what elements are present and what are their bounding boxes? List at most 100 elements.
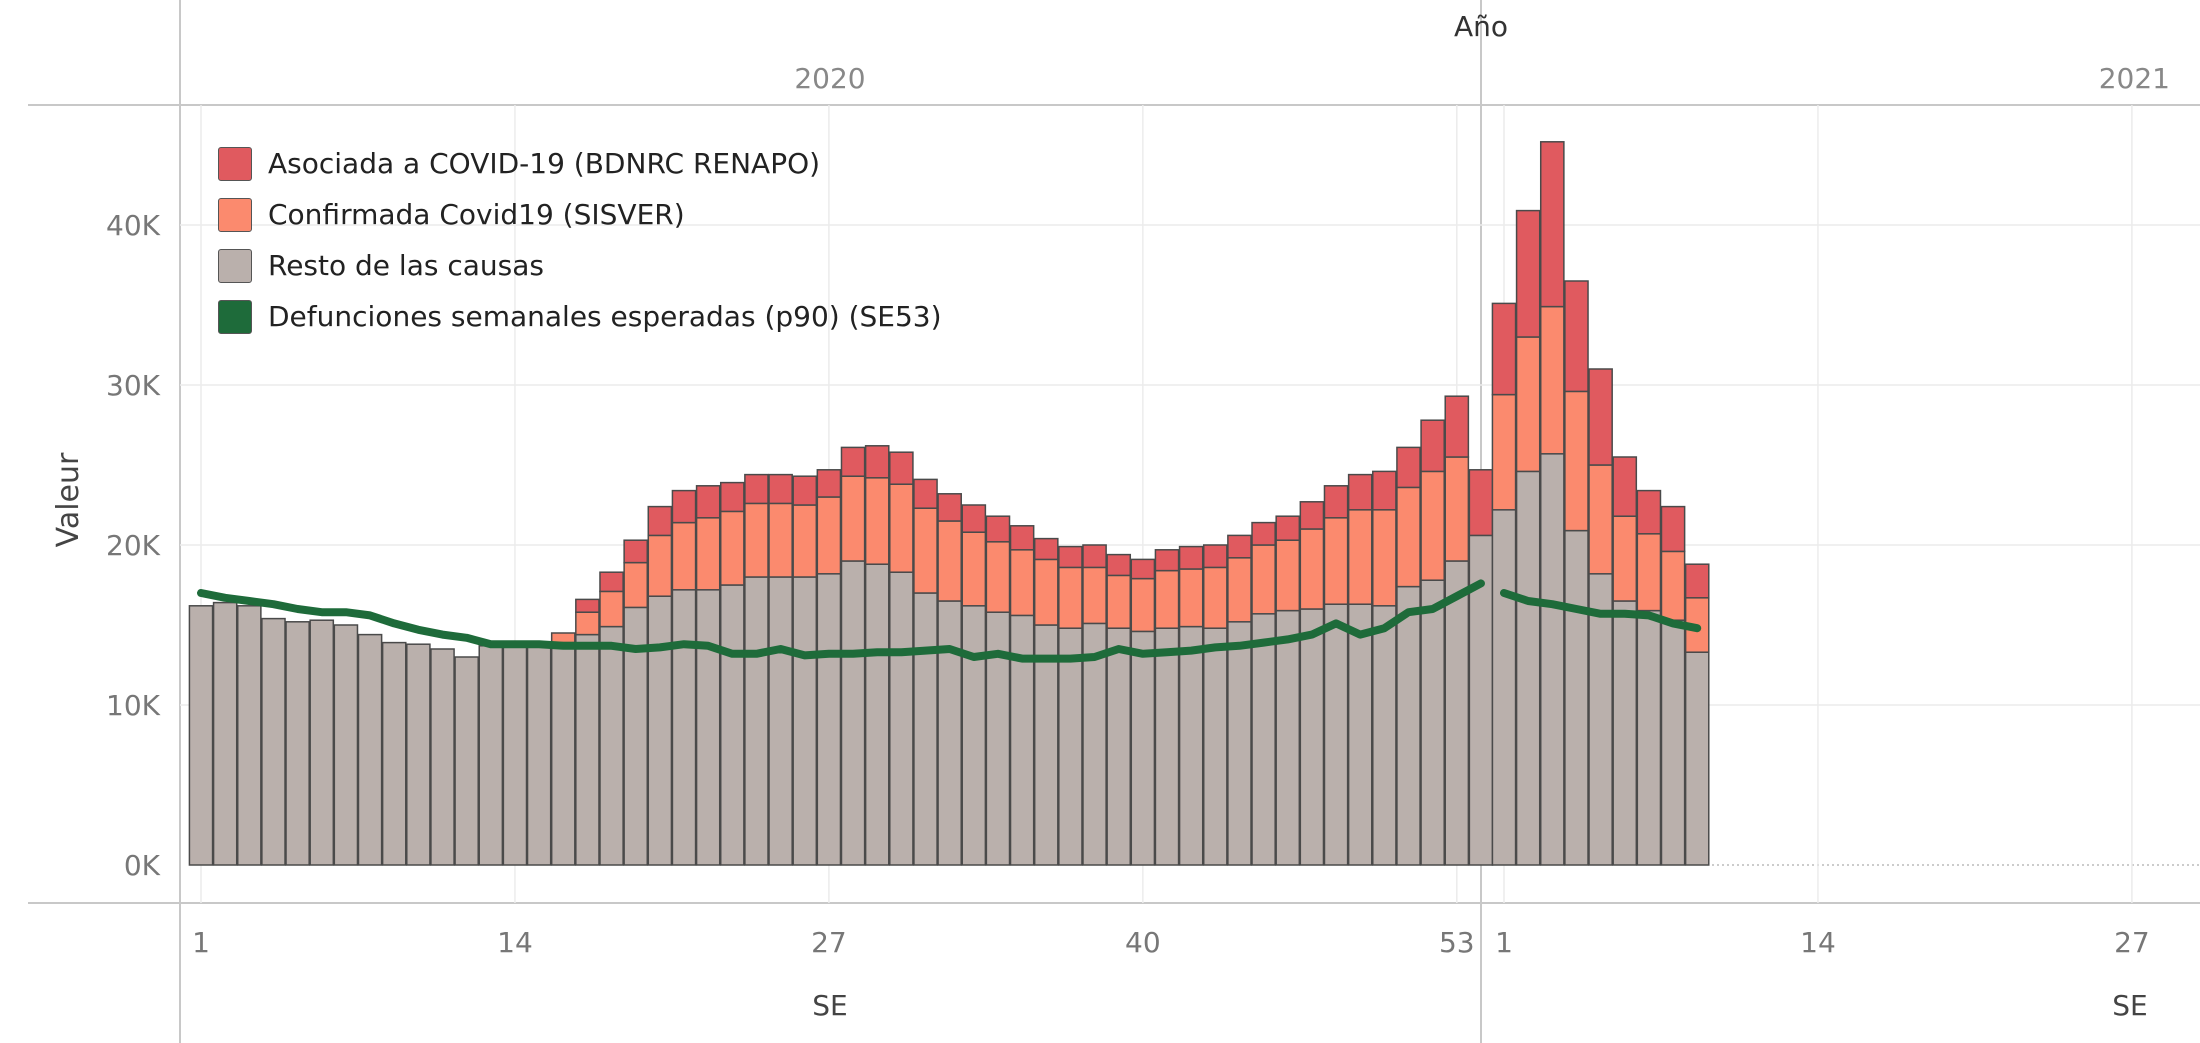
bar-segment-confirmed [744,502,769,578]
bar-segment-associated [1202,544,1228,569]
chart-frame [28,0,2200,1043]
bar-segment-confirmed [792,504,818,578]
bar-segment-confirmed [550,632,576,644]
x-tick-label: 1 [192,926,210,959]
labels: 0K 10K 20K 30K 40K 1 14 27 40 53 2020 SE 1 14 27 2021 SE… [51,10,2170,1022]
bar-segment-associated [961,504,987,533]
bar-segment-confirmed [719,510,745,586]
bar-segment-confirmed [864,477,890,565]
legend-item-expected[interactable]: Defunciones semanales esperadas (p90) (S… [218,291,942,342]
bar-segment-associated [1636,489,1662,535]
column-header: Año [1454,10,1508,43]
bar-segment-confirmed [985,541,1011,613]
bar-segment-rest [671,589,697,866]
bar-segment-rest [1275,609,1301,866]
legend-item-associated[interactable]: Asociada a COVID-19 (BDNRC RENAPO) [218,138,942,189]
bar-segment-rest [1058,627,1083,866]
bar-segment-rest [961,605,987,866]
legend-label: Asociada a COVID-19 (BDNRC RENAPO) [268,147,821,180]
bar-segment-rest [1251,613,1276,866]
bar-segment-rest [1323,603,1349,866]
bar-segment-rest [768,576,793,866]
bar-segment-associated [623,539,649,564]
bar-segment-rest [1154,627,1180,866]
bar-segment-confirmed [1396,486,1421,588]
bar-segment-associated [913,478,938,509]
bar-segment-confirmed [1444,456,1470,562]
bar-segment-confirmed [1178,568,1204,628]
legend-label: Resto de las causas [268,249,544,282]
bar-segment-confirmed [1636,533,1662,612]
y-tick-label: 0K [124,849,161,882]
bar-segment-confirmed [1227,557,1252,623]
bar-segment-rest [550,641,576,866]
bar-segment-rest [406,643,431,866]
year-header: 2020 [794,62,865,95]
bar-segment-confirmed [695,517,721,591]
bar-segment-rest [1491,509,1517,866]
bar-segment-confirmed [647,534,673,597]
legend-swatch [218,248,252,283]
legend-label: Defunciones semanales esperadas (p90) (S… [268,300,942,333]
bar-segment-confirmed [840,475,866,562]
bar-segment-associated [1612,456,1638,517]
x-axis-label: SE [2112,989,2147,1022]
bar-segment-associated [671,489,697,524]
bar-segment-rest [430,648,455,866]
bar-segment-rest [333,624,359,866]
bar-segment-associated [1468,469,1494,537]
bar-segment-associated [1323,485,1349,519]
bar-segment-confirmed [1251,544,1276,615]
bar-segment-associated [575,598,600,613]
y-tick-label: 40K [106,209,161,242]
bar-segment-associated [1420,419,1445,473]
bar-segment-associated [1444,395,1470,458]
bar-segment-rest [575,633,600,866]
bar-segment-associated [1588,368,1613,466]
bar-segment-rest [1684,651,1710,866]
bar-segment-rest [381,641,407,866]
bars [188,141,1710,866]
legend-swatch [218,197,252,232]
bar-segment-associated [1396,446,1421,489]
bar-segment-confirmed [1660,550,1686,621]
bar-segment-associated [1491,302,1517,396]
bar-segment-rest [1106,627,1132,866]
x-tick-label: 53 [1439,926,1475,959]
bar-segment-confirmed [1154,569,1180,629]
bar-segment-rest [913,592,938,866]
bar-segment-confirmed [937,520,962,602]
bar-segment-rest [937,600,962,866]
y-tick-label: 10K [106,689,161,722]
bar-segment-associated [768,473,793,505]
bar-segment-confirmed [1275,539,1301,612]
bar-segment-rest [840,560,866,866]
bar-segment-confirmed [1009,549,1035,617]
bar-segment-associated [816,469,842,498]
bar-segment-confirmed [623,561,649,609]
bar-segment-associated [1227,534,1252,559]
bar-segment-confirmed [1539,305,1565,455]
x-axis-label: SE [812,989,847,1022]
year-header: 2021 [2099,62,2170,95]
bar-segment-associated [889,451,914,485]
legend-item-rest[interactable]: Resto de las causas [218,240,942,291]
bar-segment-associated [1033,537,1059,561]
legend-item-confirmed[interactable]: Confirmada Covid19 (SISVER) [218,189,942,240]
bar-segment-rest [647,595,673,866]
bar-segment-confirmed [889,483,914,573]
bar-segment-associated [1660,505,1686,553]
bar-segment-rest [1130,630,1156,866]
bar-segment-confirmed [1588,464,1613,575]
bar-segment-confirmed [1491,393,1517,511]
bar-segment-associated [647,505,673,537]
bar-segment-associated [1515,209,1541,338]
bar-segment-rest [454,656,479,866]
bar-segment-associated [1299,501,1325,530]
bar-segment-associated [695,485,721,519]
bar-segment-confirmed [768,502,793,578]
bar-segment-associated [744,473,769,505]
bar-segment-rest [1636,609,1662,866]
x-tick-label: 40 [1125,926,1161,959]
bar-segment-associated [864,445,890,479]
